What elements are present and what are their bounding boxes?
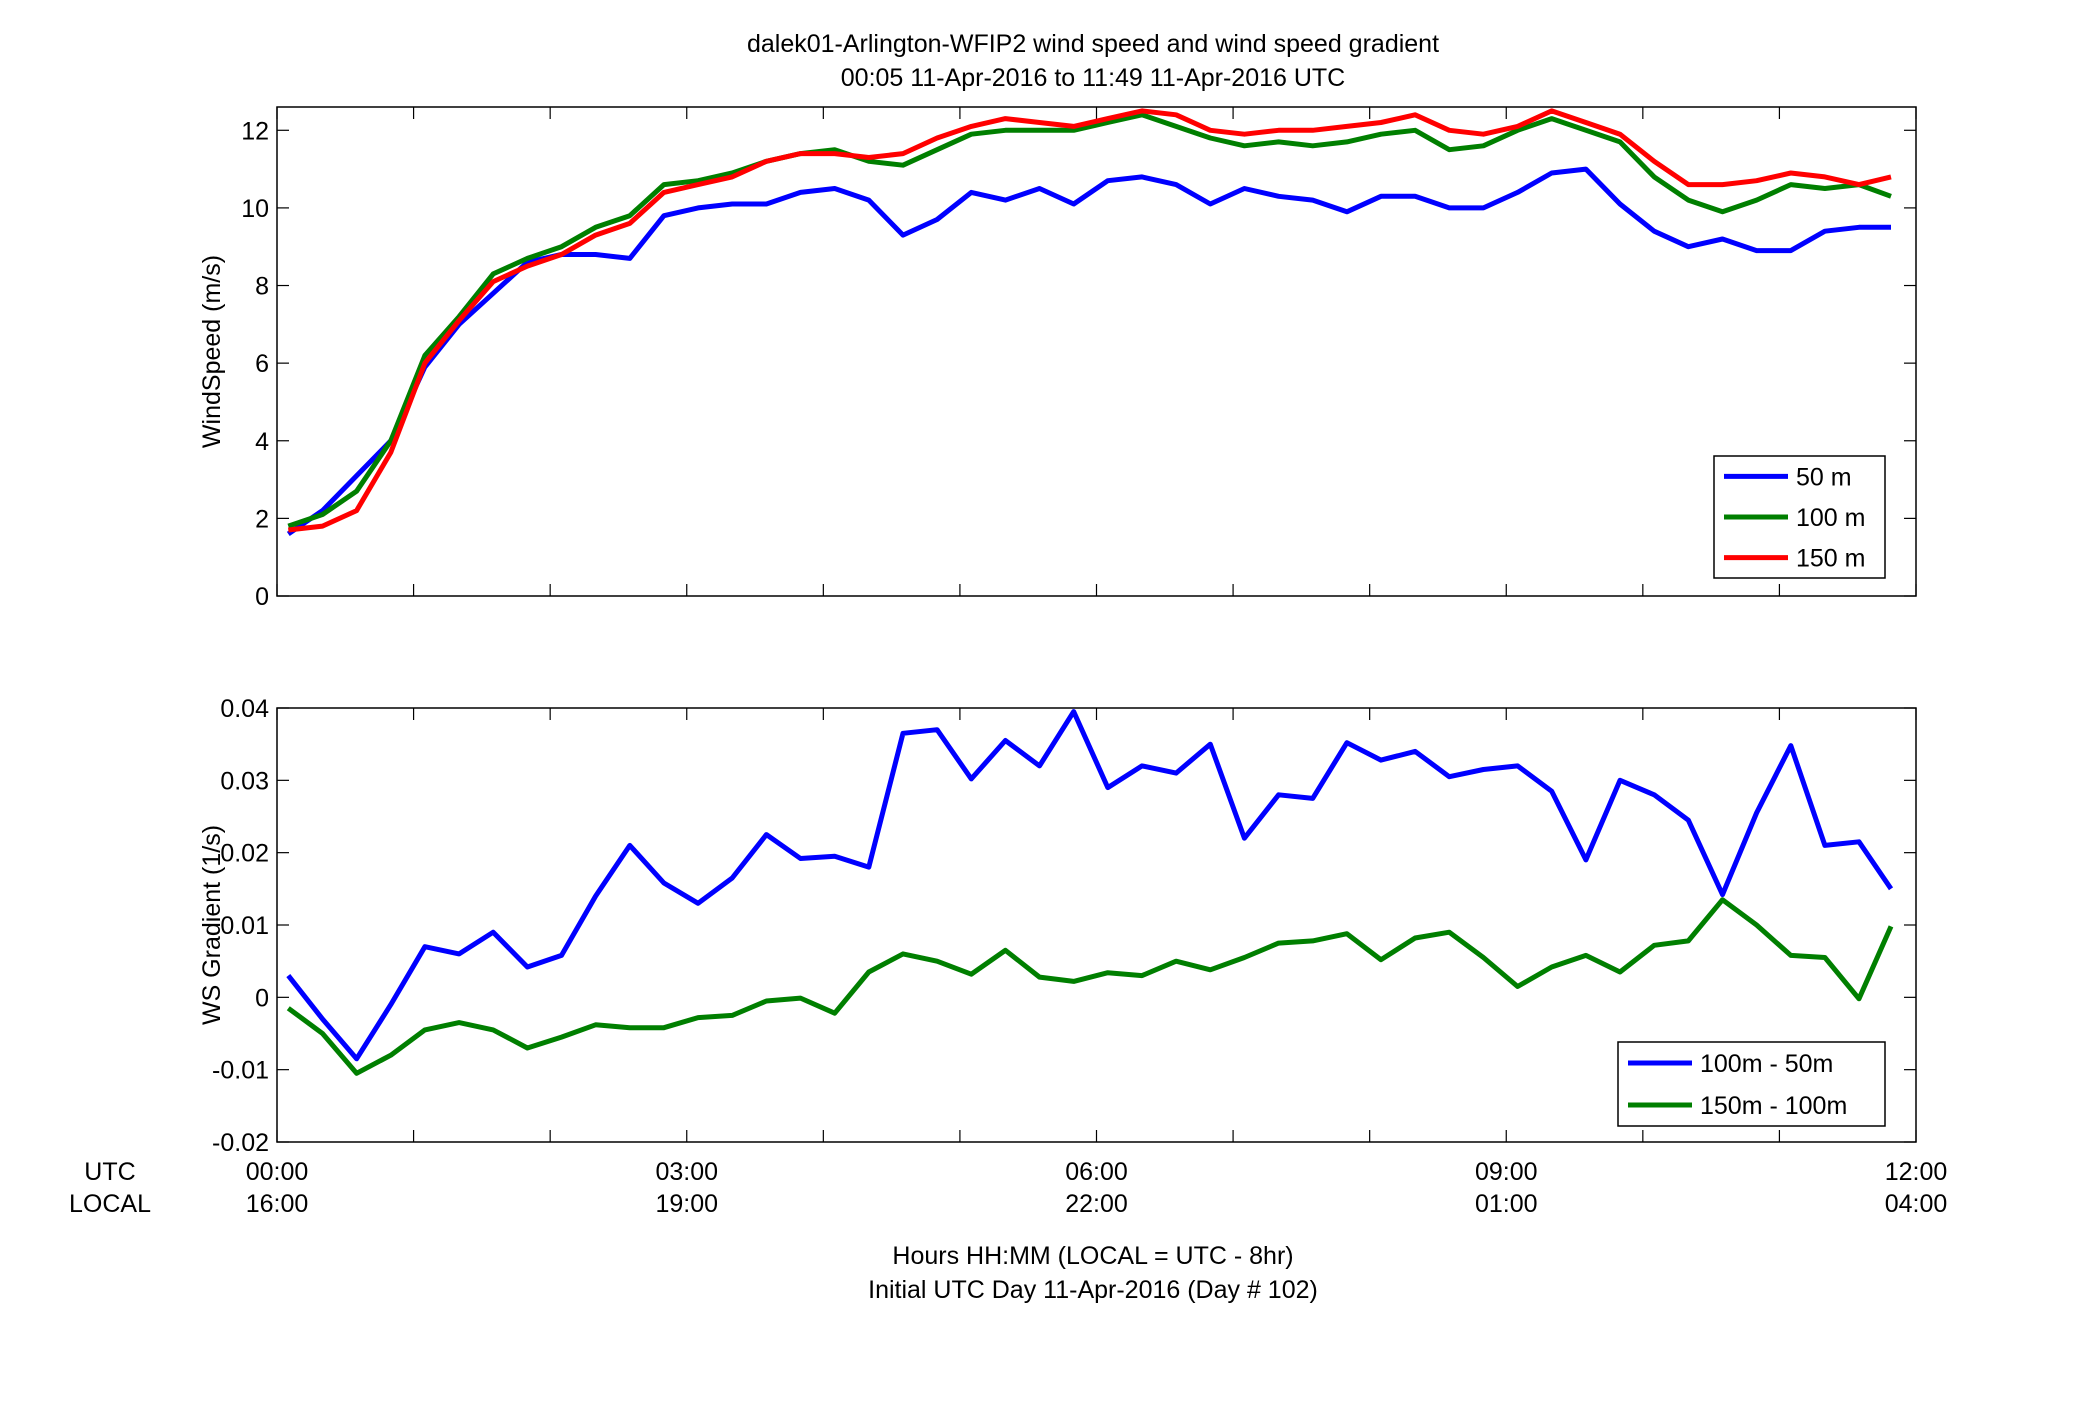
x-tick-label-local: 22:00 [1065, 1190, 1128, 1218]
legend-label-150m-100m: 150m - 100m [1700, 1092, 1847, 1120]
x-tick-label-utc: 06:00 [1065, 1158, 1128, 1186]
legend-label-150-m: 150 m [1796, 545, 1865, 573]
row-label-local: LOCAL [69, 1190, 151, 1218]
series-line-100-m [287, 112, 1892, 529]
ws-ytick-label: 8 [255, 273, 269, 301]
chart-title-line2: 00:05 11-Apr-2016 to 11:49 11-Apr-2016 U… [841, 64, 1345, 92]
grad-y-axis-label: WS Gradient (1/s) [198, 825, 226, 1025]
legend-label-100-m: 100 m [1796, 504, 1865, 532]
grad-legend-box [1617, 1041, 1886, 1127]
ws-ytick-label: 12 [241, 117, 269, 145]
legend-label-50-m: 50 m [1796, 463, 1852, 491]
series-line-50-m [286, 166, 1891, 536]
x-tick-label-utc: 00:00 [246, 1158, 309, 1186]
chart-title-line1: dalek01-Arlington-WFIP2 wind speed and w… [747, 30, 1439, 58]
x-tick-label-local: 01:00 [1475, 1190, 1538, 1218]
grad-ytick-label: 0 [255, 984, 269, 1012]
x-tick-label-local: 04:00 [1885, 1190, 1948, 1218]
ws-ytick-label: 10 [241, 195, 269, 223]
grad-legend: 100m - 50m 150m - 100m [1617, 1041, 1886, 1127]
wind-gradient-panel: -0.02 -0.01 0 0.01 0.02 0.03 0.04 WS Gradient (… [198, 695, 1917, 1157]
ws-ytick-label: 2 [255, 505, 269, 533]
ws-axes-box [276, 106, 1917, 597]
legend-label-100m-50m: 100m - 50m [1700, 1050, 1833, 1078]
grad-ytick-label: -0.02 [212, 1129, 269, 1157]
ws-y-axis-label: WindSpeed (m/s) [198, 255, 226, 448]
x-tick-label-utc: 09:00 [1475, 1158, 1538, 1186]
ws-ytick-label: 6 [255, 350, 269, 378]
series-line-150-m [288, 108, 1892, 533]
row-label-utc: UTC [84, 1158, 135, 1186]
x-axis-label-line2: Initial UTC Day 11-Apr-2016 (Day # 102) [868, 1276, 1318, 1304]
wind-speed-panel: 0 2 4 6 8 10 12 WindSpeed (m/s) 50 m 100 m 150 m [198, 106, 1917, 611]
x-tick-label-local: 16:00 [246, 1190, 309, 1218]
grad-ytick-label: 0.04 [220, 695, 269, 723]
grad-ytick-label: 0.02 [220, 840, 269, 868]
grad-ytick-label: 0.03 [220, 767, 269, 795]
grad-ytick-label: -0.01 [212, 1057, 269, 1085]
ws-legend: 50 m 100 m 150 m [1713, 455, 1886, 579]
x-axis-label-line1: Hours HH:MM (LOCAL = UTC - 8hr) [892, 1242, 1293, 1270]
grad-ytick-label: 0.01 [220, 912, 269, 940]
ws-ytick-label: 0 [255, 583, 269, 611]
x-tick-labels: 00:00 16:00 03:00 19:00 06:00 22:00 09:00 01:00… [246, 1158, 1948, 1218]
x-tick-label-utc: 12:00 [1885, 1158, 1948, 1186]
ws-ytick-label: 4 [255, 428, 269, 456]
x-tick-label-local: 19:00 [655, 1190, 718, 1218]
series-line-100m-50m [286, 709, 1894, 1062]
x-tick-label-utc: 03:00 [655, 1158, 718, 1186]
series-line-150m-100m [286, 897, 1894, 1076]
